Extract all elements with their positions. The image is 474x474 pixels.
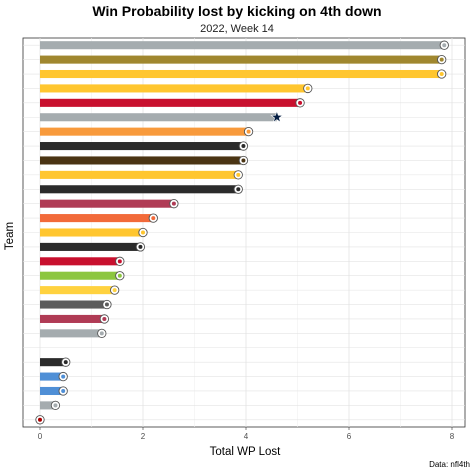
bar (40, 257, 120, 266)
lions-logo-icon (53, 403, 58, 408)
cowboys-star-icon (270, 110, 284, 123)
bar (40, 358, 66, 367)
bar (40, 300, 107, 309)
jaguars-logo-icon (63, 360, 68, 365)
cardinals-logo-icon (117, 259, 122, 264)
bar (40, 142, 244, 151)
raiders-logo-icon (442, 43, 447, 48)
plot-area: 0 2 4 6 8 (22, 37, 466, 441)
chart-subtitle: 2022, Week 14 (200, 23, 274, 35)
bar (40, 199, 174, 208)
eagles-logo-icon (138, 244, 143, 249)
rams-logo-icon (141, 230, 145, 235)
saints-logo-icon (439, 57, 444, 62)
dolphins-logo-icon (151, 216, 156, 221)
bar (40, 214, 154, 223)
giants-logo-icon (61, 388, 66, 393)
x-tick-label: 2 (141, 432, 146, 441)
bar (40, 127, 249, 136)
bar (40, 314, 105, 323)
bar (40, 286, 115, 295)
chiefs-logo-icon (305, 86, 310, 91)
bills-logo-icon (298, 100, 303, 105)
panthers-logo-icon (99, 331, 104, 336)
seahawks-logo-icon (117, 273, 122, 278)
x-axis-title: Total WP Lost (210, 446, 282, 458)
broncos-logo-icon (246, 129, 251, 134)
bar (40, 55, 442, 64)
bar (40, 156, 244, 165)
chart-title: Win Probability lost by kicking on 4th d… (92, 3, 381, 19)
buccaneers-logo-icon (104, 302, 109, 307)
bar (40, 185, 239, 194)
packers-logo-icon (112, 288, 117, 293)
x-tick-label: 6 (347, 432, 352, 441)
bar (40, 329, 102, 338)
texans-logo-icon (171, 201, 176, 206)
x-tick-label: 8 (450, 432, 455, 441)
bengals-logo-icon (241, 144, 246, 149)
colts-logo-icon (61, 374, 66, 379)
bar (40, 386, 64, 396)
bar (40, 98, 301, 107)
commanders-logo-icon (102, 316, 107, 321)
y-axis-title: Team (4, 222, 16, 250)
bar (40, 372, 64, 381)
bar (40, 113, 277, 122)
x-tick-label: 4 (244, 432, 249, 441)
bar (40, 84, 308, 93)
vikings-logo-icon (439, 72, 444, 77)
bar (40, 271, 120, 280)
x-tick-label: 0 (38, 432, 43, 441)
ravens-logo-icon (236, 187, 241, 192)
bar (40, 401, 56, 410)
bar (40, 170, 239, 179)
data-source-caption: Data: nfl4th (429, 460, 470, 469)
browns-logo-icon (241, 158, 246, 163)
steelers-logo-icon (236, 172, 241, 177)
49ers-logo-icon (38, 417, 42, 422)
bar (40, 242, 141, 251)
bar (40, 228, 143, 237)
bar (40, 69, 442, 79)
bar (40, 41, 445, 50)
